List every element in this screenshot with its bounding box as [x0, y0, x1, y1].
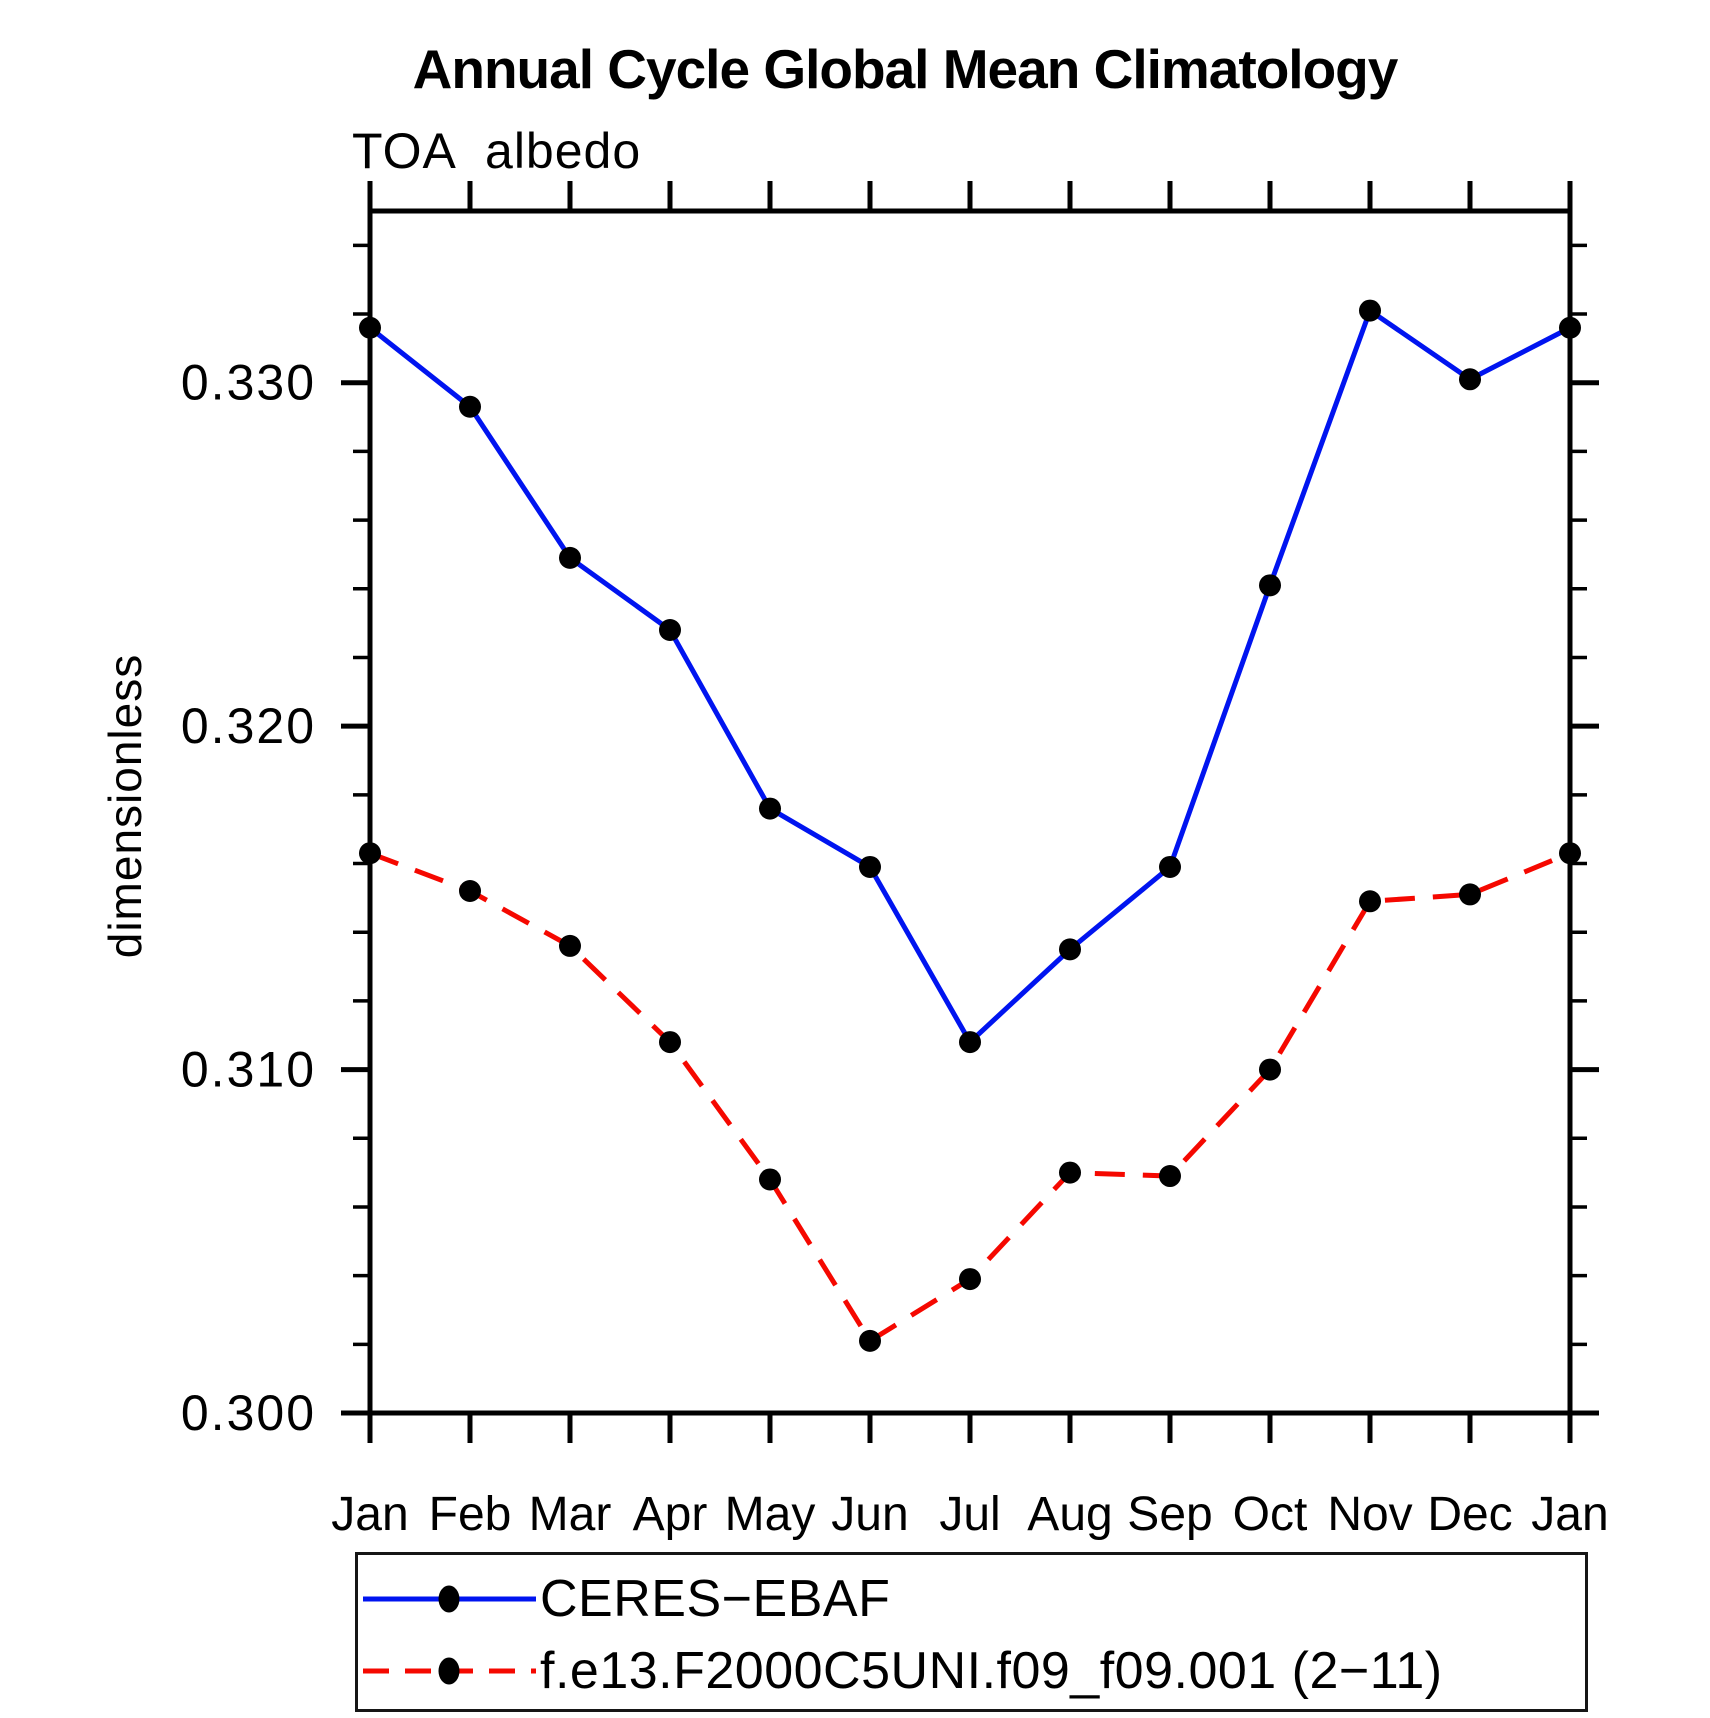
y-axis-label: dimensionless	[99, 653, 151, 959]
data-point-marker	[959, 1268, 981, 1291]
plot-frame	[367, 208, 1573, 1416]
y-tick-label: 0.300	[181, 1385, 316, 1441]
data-point-marker	[1259, 1058, 1281, 1081]
y-tick-label: 0.320	[181, 698, 316, 754]
legend-line-sample-solid-icon	[363, 1585, 536, 1613]
legend-label-model: f.e13.F2000C5UNI.f09_f09.001 (2−11)	[540, 1642, 1443, 1700]
data-point-marker	[1059, 938, 1081, 961]
series-ceres-ebaf	[359, 299, 1581, 1054]
x-tick-label: Dec	[1427, 1488, 1512, 1541]
data-point-marker	[1259, 574, 1281, 597]
data-point-marker	[1159, 1165, 1181, 1188]
data-point-marker	[659, 618, 681, 641]
x-tick-label: Feb	[429, 1488, 512, 1541]
x-tick-label: Nov	[1327, 1488, 1412, 1541]
x-tick-label: Jun	[831, 1488, 908, 1541]
data-point-marker	[359, 842, 381, 865]
data-point-marker	[859, 855, 881, 878]
legend-item-ceres-ebaf: CERES−EBAF	[361, 1573, 890, 1625]
series-model	[359, 842, 1581, 1352]
y-axis: 0.300 0.310 0.320 0.330	[181, 243, 1599, 1441]
y-tick-label: 0.330	[181, 355, 316, 411]
data-point-marker	[1559, 842, 1581, 865]
x-tick-label: Mar	[529, 1488, 612, 1541]
x-tick-label: Jul	[939, 1488, 1000, 1541]
left-axis-string: TOA albedo	[352, 123, 642, 179]
data-point-marker	[1459, 368, 1481, 391]
legend: CERES−EBAF f.e13.F2000C5UNI.f09_f09.001 …	[355, 1552, 1588, 1712]
data-point-marker	[559, 546, 581, 569]
data-point-marker	[659, 1031, 681, 1054]
x-axis: Jan Feb Mar Apr May Jun Jul Aug Sep Oct Nov Dec Jan	[331, 181, 1609, 1541]
data-point-marker	[1059, 1161, 1081, 1184]
x-tick-label: Sep	[1127, 1488, 1212, 1541]
data-point-marker	[1359, 890, 1381, 913]
chart-title: Annual Cycle Global Mean Climatology	[412, 38, 1399, 100]
data-point-marker	[959, 1031, 981, 1054]
x-tick-label: May	[725, 1488, 816, 1541]
x-tick-label: Jan	[1531, 1488, 1608, 1541]
data-point-marker	[459, 879, 481, 902]
x-tick-label: Apr	[633, 1488, 708, 1541]
data-point-marker	[1159, 855, 1181, 878]
data-point-marker	[859, 1329, 881, 1352]
data-point-marker	[459, 395, 481, 418]
y-tick-label: 0.310	[181, 1042, 316, 1098]
data-point-marker	[1559, 316, 1581, 339]
legend-line-sample-dashed-icon	[363, 1657, 536, 1685]
x-tick-label: Oct	[1233, 1488, 1308, 1541]
legend-label-ceres-ebaf: CERES−EBAF	[540, 1570, 891, 1628]
series-line	[369, 850, 1571, 1345]
x-tick-label: Jan	[331, 1488, 408, 1541]
legend-item-model: f.e13.F2000C5UNI.f09_f09.001 (2−11)	[361, 1645, 1443, 1697]
data-point-marker	[559, 934, 581, 957]
data-point-marker	[359, 316, 381, 339]
data-point-marker	[759, 797, 781, 820]
x-tick-label: Aug	[1027, 1488, 1112, 1541]
data-point-marker	[759, 1168, 781, 1191]
data-point-marker	[1359, 299, 1381, 322]
data-point-marker	[1459, 883, 1481, 906]
